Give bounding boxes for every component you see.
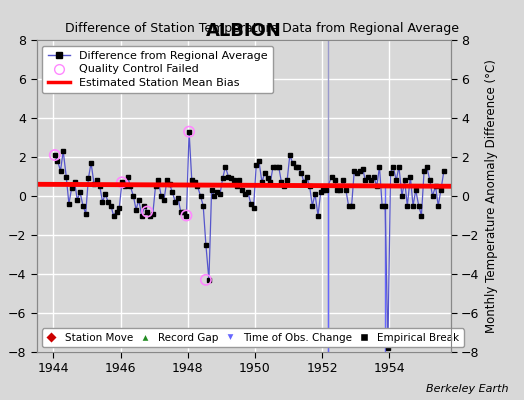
Title: ALBION: ALBION [206,22,281,40]
Text: Berkeley Earth: Berkeley Earth [426,384,508,394]
Point [143,208,151,215]
Y-axis label: Monthly Temperature Anomaly Difference (°C): Monthly Temperature Anomaly Difference (… [485,59,498,333]
Point [202,277,210,283]
Point [182,212,191,219]
Point [323,335,332,342]
Legend: Station Move, Record Gap, Time of Obs. Change, Empirical Break: Station Move, Record Gap, Time of Obs. C… [42,328,464,347]
Point [118,179,126,186]
Text: Difference of Station Temperature Data from Regional Average: Difference of Station Temperature Data f… [65,22,459,35]
Point [51,152,59,158]
Point [185,128,193,135]
